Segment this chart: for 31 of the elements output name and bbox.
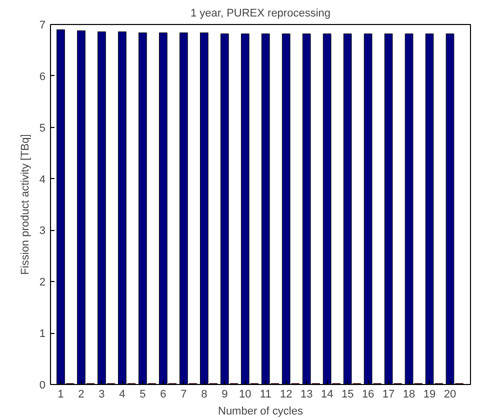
y-tick-label: 5 xyxy=(39,122,46,134)
x-tick-label: 14 xyxy=(320,388,334,400)
x-axis-title: Number of cycles xyxy=(218,406,304,418)
y-axis-title: Fission product activity [TBq] xyxy=(19,134,32,275)
x-tick-label: 16 xyxy=(362,388,374,400)
y-tick-label: 1 xyxy=(39,328,46,340)
x-tick-label: 13 xyxy=(300,388,313,400)
x-tick-label: 9 xyxy=(222,388,228,400)
x-tick-label: 11 xyxy=(260,388,272,400)
x-tick-label: 12 xyxy=(280,388,292,400)
x-tick-label: 7 xyxy=(180,388,187,400)
y-tick-label: 6 xyxy=(39,70,46,83)
x-tick-label: 19 xyxy=(423,388,436,400)
x-tick-label: 8 xyxy=(201,388,208,400)
x-tick-label: 6 xyxy=(160,388,166,400)
y-tick-label: 3 xyxy=(39,225,46,238)
y-tick-label: 4 xyxy=(39,174,46,186)
x-tick-label: 15 xyxy=(341,388,354,400)
x-tick-label: 17 xyxy=(382,388,395,400)
x-tick-label: 18 xyxy=(402,388,416,400)
x-tick-label: 4 xyxy=(119,388,126,400)
x-tick-label: 20 xyxy=(444,388,456,400)
x-tick-label: 10 xyxy=(239,388,252,400)
x-tick-label: 1 xyxy=(58,388,64,400)
y-tick-label: 0 xyxy=(39,380,46,392)
y-tick-label: 2 xyxy=(39,276,46,289)
y-tick-label: 7 xyxy=(39,20,46,32)
x-tick-label: 2 xyxy=(78,388,84,400)
chart-title: 1 year, PUREX reprocessing xyxy=(190,8,331,20)
x-tick-label: 5 xyxy=(140,388,146,400)
x-tick-label: 3 xyxy=(98,388,105,400)
